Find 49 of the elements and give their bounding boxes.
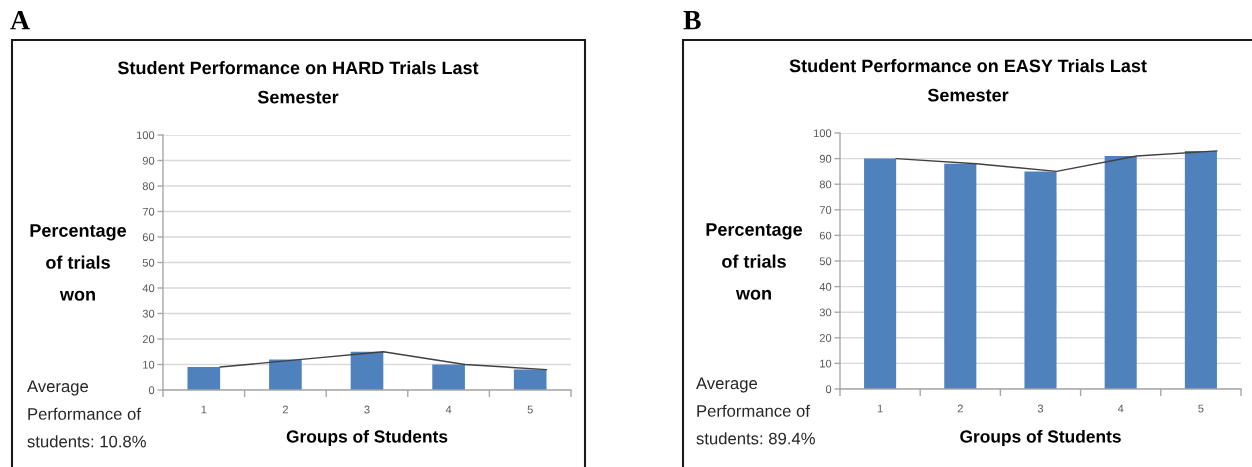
x-tick-label: 5 xyxy=(1198,404,1204,413)
x-tick-label: 2 xyxy=(957,404,963,413)
x-tick-label: 3 xyxy=(364,405,370,414)
chart-title: Student Performance on HARD Trials Last Semester xyxy=(117,61,479,104)
bar xyxy=(1184,150,1217,389)
y-tick-label: 30 xyxy=(819,308,832,317)
chart-title: Student Performance on EASY Trials Last Semester xyxy=(789,59,1147,102)
x-axis-title: Groups of Students xyxy=(960,429,1121,447)
bar xyxy=(944,163,977,389)
x-tick-label: 4 xyxy=(445,405,452,414)
y-tick-label: 70 xyxy=(819,206,832,214)
line-series xyxy=(895,150,1218,173)
y-tick-label: 30 xyxy=(142,309,155,318)
y-tick-label: 80 xyxy=(819,180,832,189)
y-tick-label: 70 xyxy=(142,207,155,216)
x-axis-title: Groups of Students xyxy=(286,429,448,447)
y-tick-label: 40 xyxy=(142,284,155,293)
x-tick-label: 4 xyxy=(1117,404,1124,413)
text: A xyxy=(10,10,30,30)
x-tick-label: 3 xyxy=(1037,404,1044,413)
x-tick-label: 1 xyxy=(201,405,207,414)
text: B xyxy=(683,11,701,30)
bar xyxy=(864,158,897,389)
y-tick-label: 0 xyxy=(148,386,155,395)
x-tick-label: 5 xyxy=(527,405,533,414)
y-tick-label: 60 xyxy=(142,233,155,242)
y-tick-label: 90 xyxy=(142,156,155,165)
y-tick-label: 50 xyxy=(819,257,832,266)
text: Average Performance of students: 10.8% xyxy=(27,380,146,448)
x-tick-label: 1 xyxy=(877,404,883,413)
text: Percentage of trials won xyxy=(706,223,803,300)
y-tick-label: 60 xyxy=(819,231,832,240)
text: Percentage of trials won xyxy=(30,224,127,301)
y-tick-label: 20 xyxy=(819,334,832,342)
y-tick-label: 0 xyxy=(825,385,832,394)
text: Average Performance of students: 89.4% xyxy=(696,377,815,445)
y-tick-label: 90 xyxy=(819,154,832,163)
bar xyxy=(1024,171,1057,389)
x-tick-label: 2 xyxy=(282,405,288,414)
y-tick-label: 40 xyxy=(819,282,832,291)
y-tick-label: 10 xyxy=(143,360,155,369)
y-tick-label: 20 xyxy=(142,335,155,344)
y-tick-label: 50 xyxy=(142,258,155,267)
y-tick-label: 100 xyxy=(813,129,832,138)
y-tick-label: 10 xyxy=(820,359,832,368)
line-series xyxy=(219,351,548,371)
bar xyxy=(1104,156,1137,389)
y-tick-label: 80 xyxy=(142,182,155,191)
y-tick-label: 100 xyxy=(136,131,155,140)
